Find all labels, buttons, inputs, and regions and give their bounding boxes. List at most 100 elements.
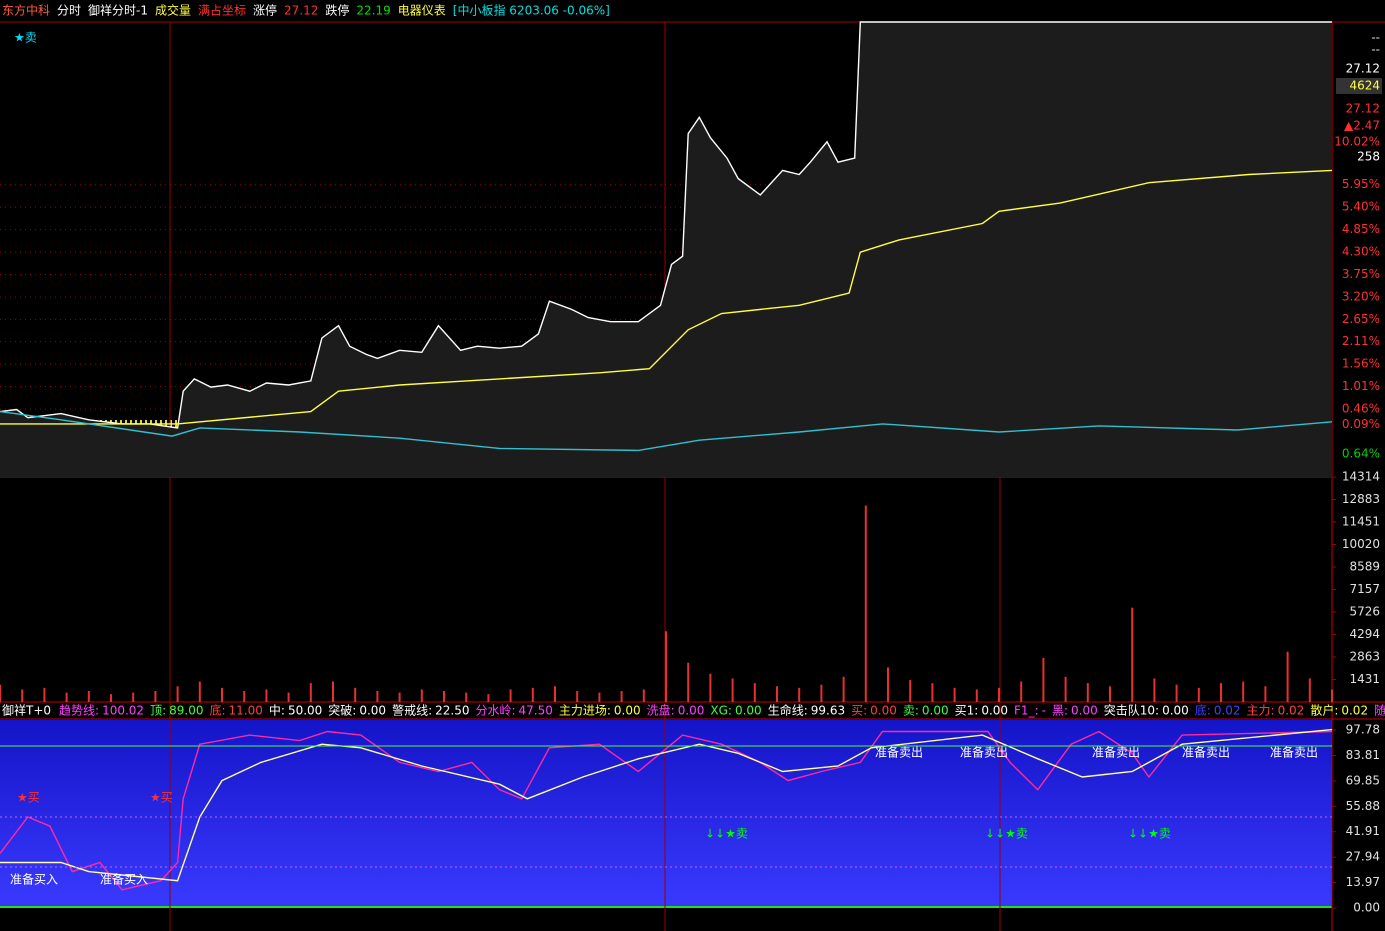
y-tick-label: 10020 [1342,537,1380,551]
legend-value: 0.00 [359,704,386,718]
y-tick-label: 11451 [1342,515,1380,529]
volume-bar [820,684,823,702]
volume-bar [132,692,135,702]
header-item: 27.12 [284,4,318,18]
legend-value: 0.00 [922,704,949,718]
volume-bar [0,684,1,702]
volume-bar [776,686,778,702]
volume-bar [1197,687,1200,702]
annotation: 准备卖出 [960,746,1008,760]
annotation: ↓↓★卖 [705,827,748,841]
volume-bar [642,689,645,702]
annotation: 准备卖出 [1182,746,1230,760]
legend-name: 洗盘: [647,703,675,718]
volume-bar [21,689,24,702]
legend-name: XG: [710,704,732,718]
legend-name: 买1: [955,704,979,718]
legend-name: 买: [851,704,867,718]
annotation: 准备买入 [10,873,58,887]
y-tick-label: 83.81 [1346,748,1380,762]
volume-bar [1064,676,1067,702]
legend-value: 100.02 [102,704,144,718]
volume-bar [376,690,379,702]
legend-value: 0.00 [1162,704,1189,718]
legend-value: 0.02 [1214,704,1241,718]
series-line [0,728,1333,882]
legend-value: 89.00 [169,704,203,718]
volume-bar [265,689,268,702]
legend-name: 突击队10: [1104,703,1159,718]
volume-bar [665,631,667,702]
header-item: [中小板指 6203.06 -0.06%] [453,3,610,18]
header-item: 分时 [57,4,81,18]
quote-highlight [1336,78,1382,94]
volume-bar [753,683,756,702]
volume-bar [443,690,445,702]
legend-value: 0.02 [1278,704,1305,718]
volume-bar [1109,686,1111,702]
header-item: 成交量 [155,3,191,18]
y-tick-label: 12883 [1342,492,1380,506]
y-tick-label: 0.46% [1342,402,1380,416]
volume-bar [487,694,490,702]
volume-bar [531,687,534,702]
quote-value: 27.12 [1346,102,1380,116]
annotation: ↓↓★卖 [985,827,1028,841]
y-tick-label: 8589 [1349,559,1380,573]
legend-value: 0.02 [1341,704,1368,718]
quote-value: 4624 [1349,79,1380,93]
header-item: 电器仪表 [398,4,446,18]
y-tick-label: 5726 [1349,604,1380,618]
volume-bar [731,678,734,702]
legend-name: 随心暴涨: [1374,703,1385,718]
indicator-background [0,720,1332,908]
y-tick-label: 5.95% [1342,177,1380,191]
y-tick-label: 4.85% [1342,222,1380,236]
legend-value: 0.00 [735,704,762,718]
volume-bar [864,505,867,702]
volume-bar [909,679,912,702]
volume-bar [1264,686,1267,702]
indicator-title: 御祥T+0 [2,703,51,718]
legend-name: 黑: [1052,704,1068,718]
legend-name: 趋势线: [59,704,99,718]
volume-bar [1086,683,1089,702]
y-tick-label: 4.30% [1342,245,1380,259]
volume-bar [931,683,934,702]
annotation: ↓↓★卖 [1128,827,1171,841]
legend-value: 0.00 [1071,704,1098,718]
volume-bar [509,689,512,702]
quote-value: -- [1371,31,1380,45]
y-tick-label: 2.65% [1342,312,1380,326]
volume-bar [176,686,179,702]
volume-bar [1220,683,1222,702]
legend-name: 底: [209,703,225,718]
legend-name: 顶: [150,704,166,718]
series-line [0,21,1332,429]
volume-bar [243,690,246,702]
volume-bar [354,687,357,702]
legend-value: 0.00 [614,704,641,718]
volume-bar [198,681,201,702]
quote-value: -- [1371,43,1380,57]
y-tick-label: 0.09% [1342,417,1380,431]
volume-bar [1153,678,1156,702]
legend-name: 主力进场: [559,704,611,718]
volume-bar [842,676,845,702]
y-tick-label: 13.97 [1346,875,1380,889]
volume-bar [332,681,334,702]
legend-name: 散户: [1310,703,1338,718]
y-tick-label: 14314 [1342,470,1380,484]
legend-name: 底: [1195,703,1211,718]
legend-value: 11.00 [229,704,263,718]
y-tick-label: 1.56% [1342,357,1380,371]
volume-bar [998,687,1000,702]
y-tick-label: 0.64% [1342,447,1380,461]
y-tick-label: 4294 [1349,627,1380,641]
y-tick-label: 1431 [1349,672,1380,686]
header-item: 御祥分时-1 [88,3,148,18]
legend-name: 生命线: [768,703,808,718]
legend-value: 0.00 [981,704,1008,718]
annotation: ★卖 [14,31,37,45]
